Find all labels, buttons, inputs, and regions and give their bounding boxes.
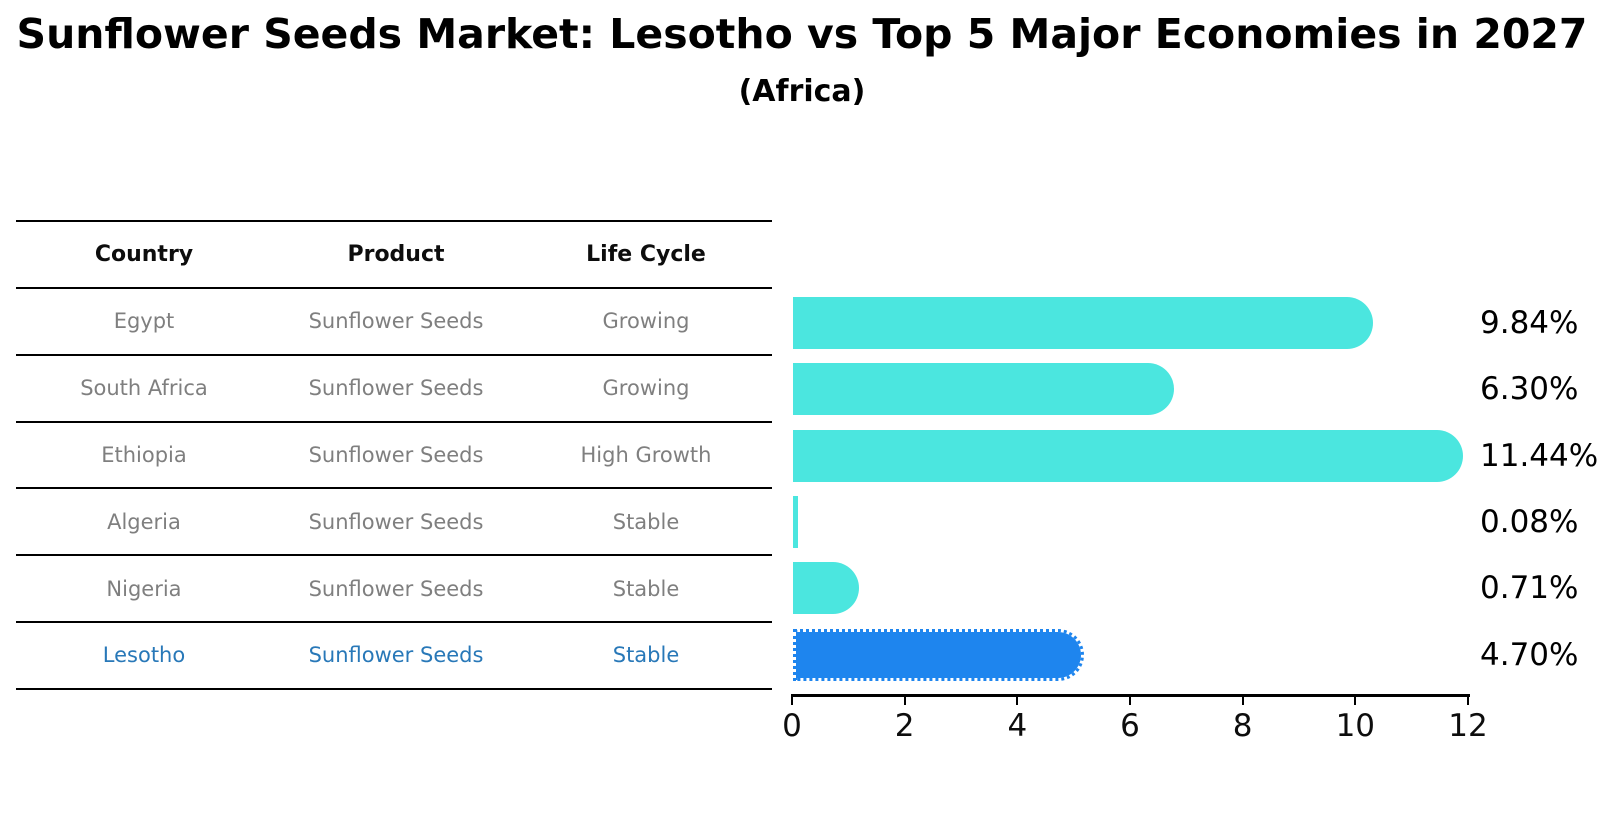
table-cell-country: South Africa xyxy=(80,376,208,401)
x-axis-line xyxy=(792,694,1470,697)
page-title: Sunflower Seeds Market: Lesotho vs Top 5… xyxy=(16,10,1588,58)
table-cell-country: Algeria xyxy=(107,509,181,534)
table-cell-life-cycle: Growing xyxy=(602,309,690,334)
bar-algeria xyxy=(793,495,798,548)
x-axis-tick xyxy=(1466,694,1469,705)
bar-value-label: 0.71% xyxy=(1480,570,1579,607)
bar-value-label: 4.70% xyxy=(1480,636,1579,673)
table-header-row: Country Product Life Cycle xyxy=(16,220,772,289)
bar-ethiopia xyxy=(793,429,1464,482)
table-row-nigeria: Nigeria Sunflower Seeds Stable xyxy=(16,556,772,623)
bar-nigeria xyxy=(793,562,859,615)
bar-value-label: 11.44% xyxy=(1480,437,1599,474)
x-axis-tick-label: 8 xyxy=(1232,708,1253,744)
table-cell-country: Egypt xyxy=(113,309,175,334)
bar-value-label: 0.08% xyxy=(1480,503,1579,540)
page-subtitle: (Africa) xyxy=(738,74,866,109)
x-axis-tick-label: 12 xyxy=(1448,708,1488,744)
table-body: Egypt Sunflower Seeds Growing South Africa S… xyxy=(16,289,772,690)
table-cell-life-cycle: Stable xyxy=(612,576,680,601)
table-cell-country: Lesotho xyxy=(102,643,186,668)
x-axis-tick xyxy=(1241,694,1244,705)
table-header-product: Product xyxy=(347,242,445,267)
table-header-country: Country xyxy=(94,242,194,267)
table-cell-country: Ethiopia xyxy=(101,442,187,467)
table-cell-life-cycle: High Growth xyxy=(580,442,712,467)
table-cell-product: Sunflower Seeds xyxy=(308,376,484,401)
table-cell-life-cycle: Stable xyxy=(612,509,680,534)
table-row-algeria: Algeria Sunflower Seeds Stable xyxy=(16,489,772,557)
table-cell-product: Sunflower Seeds xyxy=(308,309,484,334)
bar-value-label: 6.30% xyxy=(1480,371,1579,408)
x-axis-tick xyxy=(1128,694,1131,705)
table-header-lifecycle: Life Cycle xyxy=(586,242,706,267)
table-row-south-africa: South Africa Sunflower Seeds Growing xyxy=(16,356,772,423)
table-cell-product: Sunflower Seeds xyxy=(308,509,484,534)
x-axis-tick-label: 10 xyxy=(1335,708,1376,744)
bar-south-africa xyxy=(793,363,1174,416)
table-cell-life-cycle: Stable xyxy=(612,643,680,668)
table-cell-product: Sunflower Seeds xyxy=(308,643,484,668)
x-axis-tick-label: 6 xyxy=(1120,708,1140,744)
x-axis-tick xyxy=(791,694,793,705)
x-axis-tick xyxy=(1354,694,1357,705)
table-row-egypt: Egypt Sunflower Seeds Growing xyxy=(16,289,772,356)
table-cell-country: Nigeria xyxy=(106,576,182,601)
bar-egypt xyxy=(793,297,1374,349)
table-row-ethiopia: Ethiopia Sunflower Seeds High Growth xyxy=(16,423,772,490)
x-axis-tick-label: 4 xyxy=(1007,708,1028,744)
table-cell-product: Sunflower Seeds xyxy=(308,576,484,601)
x-axis-tick xyxy=(903,694,906,705)
x-axis-tick-label: 0 xyxy=(782,708,802,744)
market-table: Country Product Life Cycle Egypt Sunflowe… xyxy=(16,220,772,690)
table-cell-product: Sunflower Seeds xyxy=(308,442,484,467)
table-cell-life-cycle: Growing xyxy=(602,376,690,401)
bar-lesotho xyxy=(793,628,1084,681)
x-axis-tick-label: 2 xyxy=(894,708,915,744)
bar-value-label: 9.84% xyxy=(1480,305,1579,341)
table-row-lesotho: Lesotho Sunflower Seeds Stable xyxy=(16,623,772,690)
x-axis-tick xyxy=(1016,694,1019,705)
